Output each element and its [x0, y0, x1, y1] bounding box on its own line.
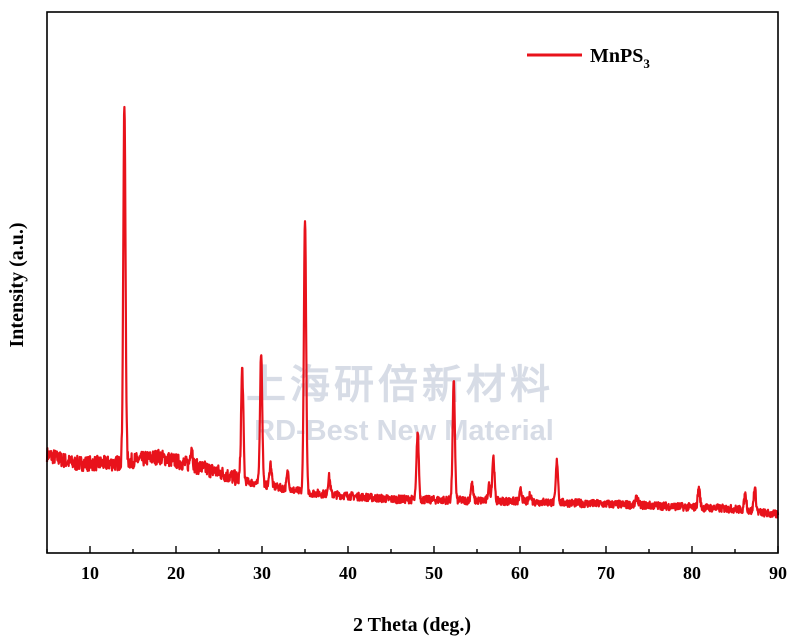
- watermark: 上海研倍新材料 RD-Best New Material: [246, 362, 554, 447]
- x-axis-label: 2 Theta (deg.): [353, 614, 471, 636]
- watermark-chinese: 上海研倍新材料: [246, 362, 554, 408]
- x-tick-label: 20: [167, 563, 185, 583]
- x-tick-label: 80: [683, 563, 701, 583]
- series-line-mnps3: [45, 105, 780, 519]
- legend-label-main: MnPS: [590, 45, 643, 67]
- x-tick-label: 70: [597, 563, 615, 583]
- legend-label-subscript: 3: [643, 56, 650, 71]
- watermark-english: RD-Best New Material: [254, 415, 554, 447]
- x-tick-label: 30: [253, 563, 271, 583]
- x-axis-ticks: 10 20 30 40 50 60 70 80 90: [46, 546, 787, 583]
- legend-label: MnPS3: [590, 45, 650, 71]
- legend: MnPS3: [527, 45, 650, 71]
- x-tick-label: 10: [81, 563, 99, 583]
- plot-frame: [46, 11, 779, 554]
- y-axis-label: Intensity (a.u.): [6, 222, 28, 347]
- x-tick-label: 40: [339, 563, 357, 583]
- x-tick-label: 50: [425, 563, 443, 583]
- x-tick-label: 90: [769, 563, 787, 583]
- x-tick-label: 60: [511, 563, 529, 583]
